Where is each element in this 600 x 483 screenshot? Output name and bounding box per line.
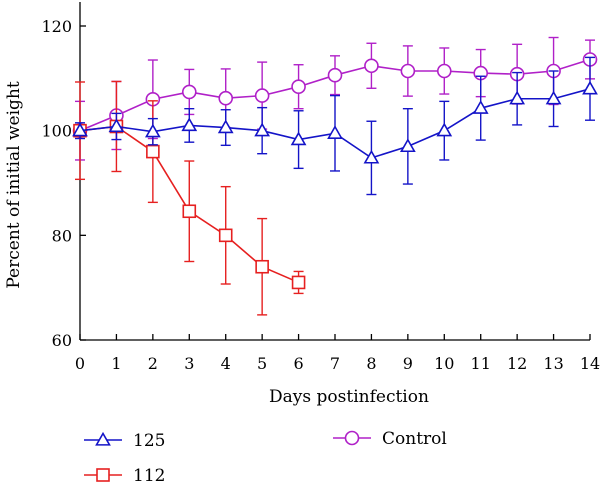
x-tick-label: 4 bbox=[221, 354, 231, 373]
data-point-125 bbox=[108, 118, 125, 133]
x-axis-label: Days postinfection bbox=[269, 387, 429, 407]
y-tick-label: 120 bbox=[41, 17, 72, 36]
data-point-125 bbox=[181, 117, 198, 132]
x-tick-label: 2 bbox=[148, 354, 158, 373]
data-point-control bbox=[181, 84, 197, 100]
y-axis-ticks: 60 80 100 120 bbox=[41, 17, 86, 350]
x-tick-label: 5 bbox=[257, 354, 267, 373]
x-axis-ticks: 0 1 2 3 4 5 6 7 8 9 10 11 12 13 14 bbox=[75, 334, 600, 373]
legend-label-125: 125 bbox=[133, 431, 165, 451]
legend-marker bbox=[96, 468, 110, 482]
plot-area bbox=[72, 36, 598, 316]
x-tick-label: 9 bbox=[403, 354, 413, 373]
legend-marker bbox=[95, 431, 111, 446]
series-125 bbox=[72, 56, 598, 196]
data-point-125 bbox=[363, 149, 380, 164]
data-point-control bbox=[218, 90, 234, 106]
data-point-125 bbox=[327, 125, 343, 139]
y-tick-label: 60 bbox=[52, 331, 72, 350]
data-point-125 bbox=[545, 90, 562, 105]
data-point-125 bbox=[217, 119, 234, 134]
data-point-125 bbox=[254, 122, 271, 137]
data-point-control bbox=[254, 88, 270, 103]
data-point-125 bbox=[472, 100, 489, 114]
x-tick-label: 11 bbox=[471, 354, 491, 373]
data-point-125 bbox=[144, 123, 161, 138]
data-point-125 bbox=[509, 90, 526, 105]
legend-item-125: 125 bbox=[84, 431, 165, 451]
data-point-112 bbox=[218, 228, 233, 243]
data-point-control bbox=[291, 79, 306, 95]
data-point-125 bbox=[582, 80, 598, 95]
y-tick-label: 80 bbox=[52, 226, 72, 245]
x-tick-label: 7 bbox=[330, 354, 340, 373]
y-tick-label: 100 bbox=[41, 122, 72, 141]
legend-item-control: Control bbox=[333, 429, 447, 449]
legend-marker bbox=[344, 430, 360, 446]
data-point-125 bbox=[290, 131, 307, 146]
data-point-control bbox=[436, 63, 452, 79]
x-tick-label: 0 bbox=[75, 354, 85, 373]
data-point-125 bbox=[399, 138, 416, 153]
data-point-112 bbox=[182, 204, 197, 219]
data-point-112 bbox=[255, 259, 269, 274]
data-point-112 bbox=[291, 275, 306, 290]
x-tick-label: 3 bbox=[184, 354, 194, 373]
data-point-control bbox=[364, 58, 379, 74]
legend-label-112: 112 bbox=[133, 466, 165, 483]
data-point-control bbox=[400, 63, 416, 79]
y-axis-label: Percent of initial weight bbox=[4, 81, 24, 289]
legend-item-112: 112 bbox=[84, 466, 165, 483]
x-tick-label: 6 bbox=[293, 354, 303, 373]
x-tick-label: 13 bbox=[543, 354, 563, 373]
x-tick-label: 14 bbox=[580, 354, 600, 373]
data-point-control bbox=[327, 67, 343, 83]
series-control bbox=[72, 36, 598, 161]
x-tick-label: 12 bbox=[507, 354, 527, 373]
x-tick-label: 10 bbox=[434, 354, 454, 373]
x-tick-label: 1 bbox=[111, 354, 121, 373]
legend-label-control: Control bbox=[382, 429, 447, 449]
legend: 125 112 Control bbox=[84, 429, 447, 483]
data-point-112 bbox=[146, 144, 160, 159]
data-point-125 bbox=[72, 122, 88, 137]
x-tick-label: 8 bbox=[366, 354, 376, 373]
data-point-125 bbox=[436, 122, 453, 137]
